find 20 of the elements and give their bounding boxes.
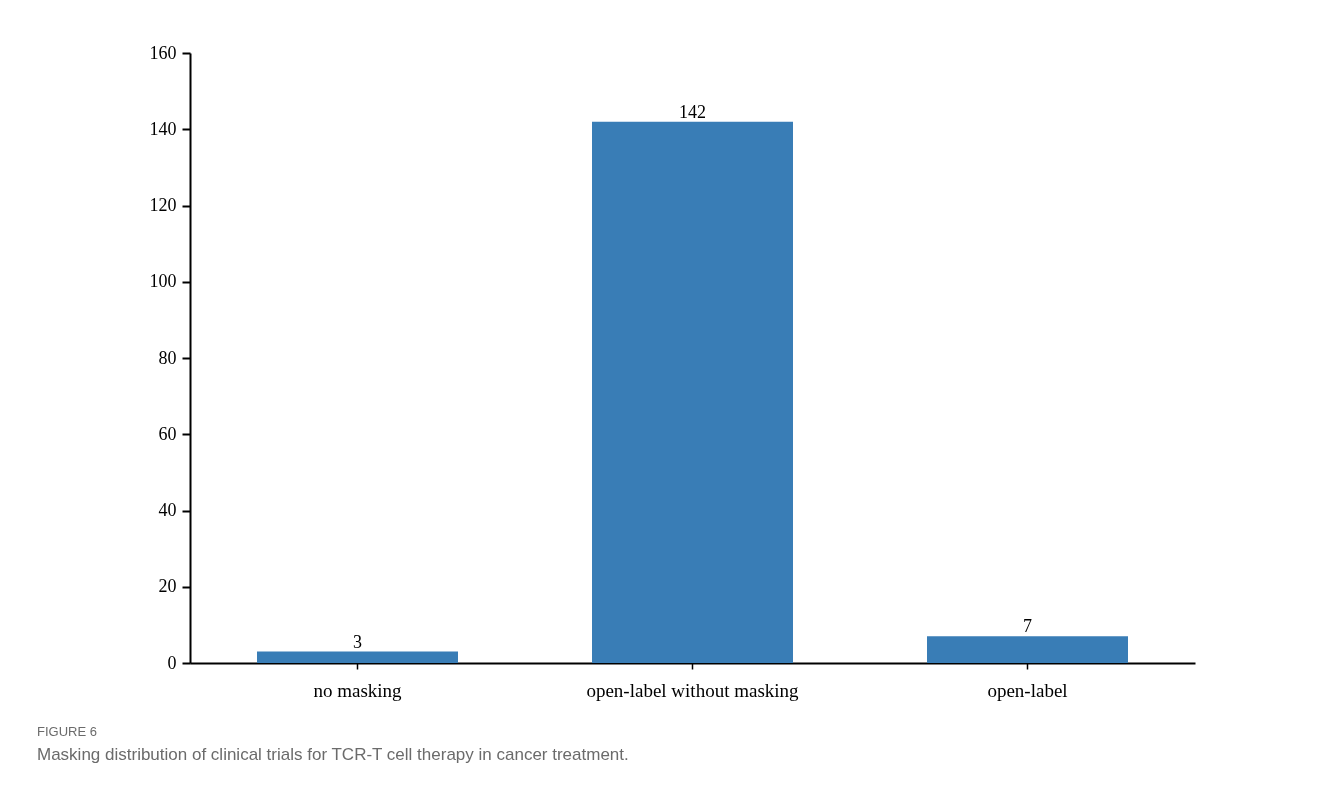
- text: Masking distribution of clinical trials for TCR-T cell therapy in cancer treatment.: [37, 745, 629, 765]
- data-label: 7: [1023, 616, 1032, 637]
- caption: FIGURE 6: [37, 724, 97, 739]
- y-tick-label: 60: [158, 423, 177, 444]
- bar: [257, 651, 458, 663]
- y-tick-label: 80: [158, 347, 177, 368]
- x-tick-label: no masking: [313, 679, 403, 701]
- y-tick-label: 100: [149, 271, 177, 292]
- bar: [592, 121, 793, 663]
- y-tick-label: 160: [149, 42, 177, 63]
- bar: [927, 636, 1128, 663]
- y-tick-label: 0: [167, 652, 177, 673]
- y-tick-label: 40: [158, 500, 177, 520]
- x-tick-label: open-label without masking: [586, 679, 800, 701]
- y-tick-label: 140: [149, 118, 177, 139]
- data-label: 3: [353, 631, 362, 652]
- data-label: 142: [679, 101, 706, 122]
- y-tick-label: 20: [158, 576, 177, 597]
- y-tick-label: 120: [149, 195, 177, 215]
- x-tick-label: open-label: [987, 679, 1068, 701]
